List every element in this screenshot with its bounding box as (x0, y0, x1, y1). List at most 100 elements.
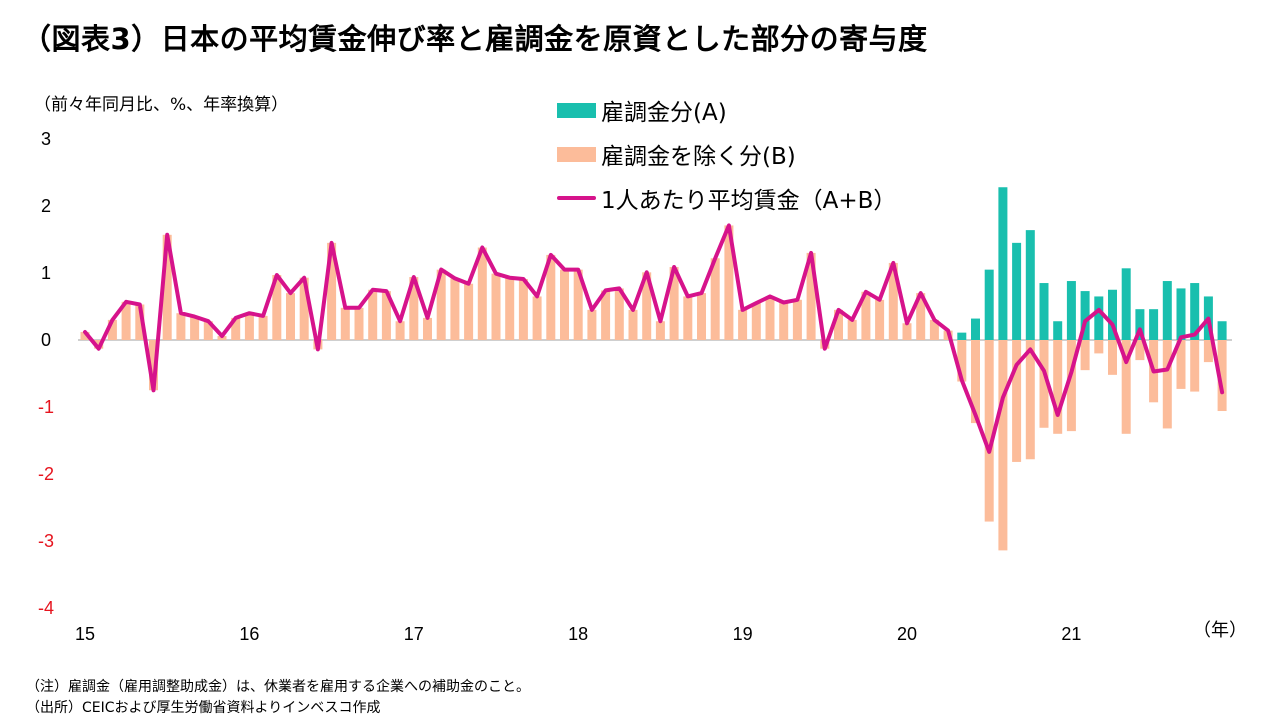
bar-series-b (135, 304, 145, 340)
bar-series-b (1190, 340, 1200, 392)
bar-series-b (1053, 340, 1063, 434)
bar-series-b (244, 313, 254, 340)
legend-item-line: 1人あたり平均賃金（A+B） (557, 176, 896, 220)
bar-series-b (888, 262, 898, 340)
bar-series-b (80, 331, 90, 340)
bar-series-a (1121, 268, 1131, 340)
bar-series-b (929, 319, 939, 340)
bar-series-b (765, 296, 775, 340)
bar-series-b (861, 291, 871, 340)
legend-item-series-b: 雇調金を除く分(B) (557, 132, 896, 176)
footnote-note: （注）雇調金（雇用調整助成金）は、休業者を雇用する企業への補助金のこと。 (26, 679, 530, 695)
bar-series-a (1176, 288, 1186, 340)
bar-series-a (1108, 289, 1117, 340)
bar-series-b (1121, 340, 1131, 434)
bar-series-b (738, 309, 748, 340)
legend-label-series-b: 雇調金を除く分(B) (601, 144, 796, 170)
bar-series-b (231, 317, 241, 340)
bar-series-b (1094, 340, 1104, 354)
legend-swatch-line (557, 196, 596, 200)
bar-series-b (998, 340, 1008, 551)
bar-series-b (916, 293, 926, 340)
bar-series-b (409, 277, 419, 340)
bar-series-b (546, 254, 556, 340)
bar-series-b (710, 258, 720, 340)
bar-series-b (957, 340, 967, 382)
bar-series-b (751, 303, 761, 340)
bar-series-a (1066, 281, 1076, 340)
bar-series-b (340, 307, 350, 340)
x-tick-label: 17 (404, 624, 424, 644)
y-tick-label: 0 (41, 330, 51, 350)
legend-label-series-a: 雇調金分(A) (601, 100, 727, 126)
bar-series-b (299, 277, 309, 340)
y-tick-label: 1 (41, 263, 51, 283)
bar-series-b (368, 289, 378, 340)
bar-series-b (1203, 340, 1213, 363)
bar-series-b (1135, 340, 1145, 361)
bar-series-a (1149, 309, 1159, 340)
legend-item-series-a: 雇調金分(A) (557, 88, 896, 132)
x-tick-label: 19 (733, 624, 753, 644)
bar-series-a (984, 269, 994, 340)
y-tick-label: 2 (41, 196, 51, 216)
bar-series-b (792, 299, 802, 340)
bar-series-a (1053, 321, 1063, 340)
bar-series-b (477, 247, 487, 340)
bar-series-b (286, 293, 295, 340)
bar-series-b (1066, 340, 1076, 432)
bar-series-b (1080, 340, 1090, 371)
y-tick-label: -3 (38, 531, 54, 551)
top-rule (0, 0, 1280, 3)
y-axis-unit-label: （前々年同月比、%、年率換算） (34, 95, 289, 115)
bar-series-a (1039, 283, 1049, 340)
y-tick-label: 3 (41, 129, 51, 149)
bar-series-b (779, 302, 789, 340)
bar-series-a (1080, 291, 1090, 340)
bar-series-b (149, 340, 158, 391)
bar-series-a (1217, 321, 1227, 340)
bar-series-b (327, 242, 337, 340)
x-tick-label: 18 (568, 624, 588, 644)
bar-series-b (491, 273, 501, 340)
bar-series-b (1176, 340, 1186, 389)
bar-series-b (902, 323, 912, 340)
bar-series-b (532, 296, 542, 340)
bar-series-b (1012, 340, 1022, 462)
bar-series-a (1135, 309, 1145, 340)
bar-series-b (628, 309, 638, 340)
bar-series-b (1217, 340, 1227, 412)
bar-series-b (806, 252, 816, 340)
bar-series-b (1025, 340, 1035, 460)
bar-series-b (354, 307, 364, 340)
bar-series-b (505, 277, 515, 340)
bar-series-b (121, 301, 131, 340)
y-tick-label: -2 (38, 464, 54, 484)
bar-series-b (1162, 340, 1172, 429)
legend-swatch-series-b (557, 146, 596, 162)
bar-series-a (1190, 283, 1200, 340)
line-series-total (83, 223, 1225, 454)
bar-series-b (176, 313, 186, 340)
bar-series-b (834, 309, 843, 340)
bar-series-b (560, 269, 569, 340)
bar-series-b (697, 293, 706, 340)
y-tick-label: -1 (38, 397, 54, 417)
x-tick-label: 15 (75, 624, 95, 644)
x-axis-unit-label: （年） (1193, 620, 1247, 640)
bar-series-b (655, 321, 665, 340)
bar-series-a (1012, 242, 1022, 340)
bar-series-a (1162, 281, 1172, 340)
bar-series-b (464, 283, 474, 340)
x-tick-label: 16 (239, 624, 259, 644)
bar-series-b (573, 269, 583, 340)
bar-series-b (258, 315, 268, 340)
legend-label-line: 1人あたり平均賃金（A+B） (601, 188, 897, 214)
bar-series-b (724, 225, 734, 340)
bar-series-b (436, 269, 446, 340)
bar-series-b (450, 278, 460, 340)
bar-series-b (683, 296, 693, 340)
bar-series-b (107, 319, 117, 340)
bar-series-b (162, 234, 172, 340)
